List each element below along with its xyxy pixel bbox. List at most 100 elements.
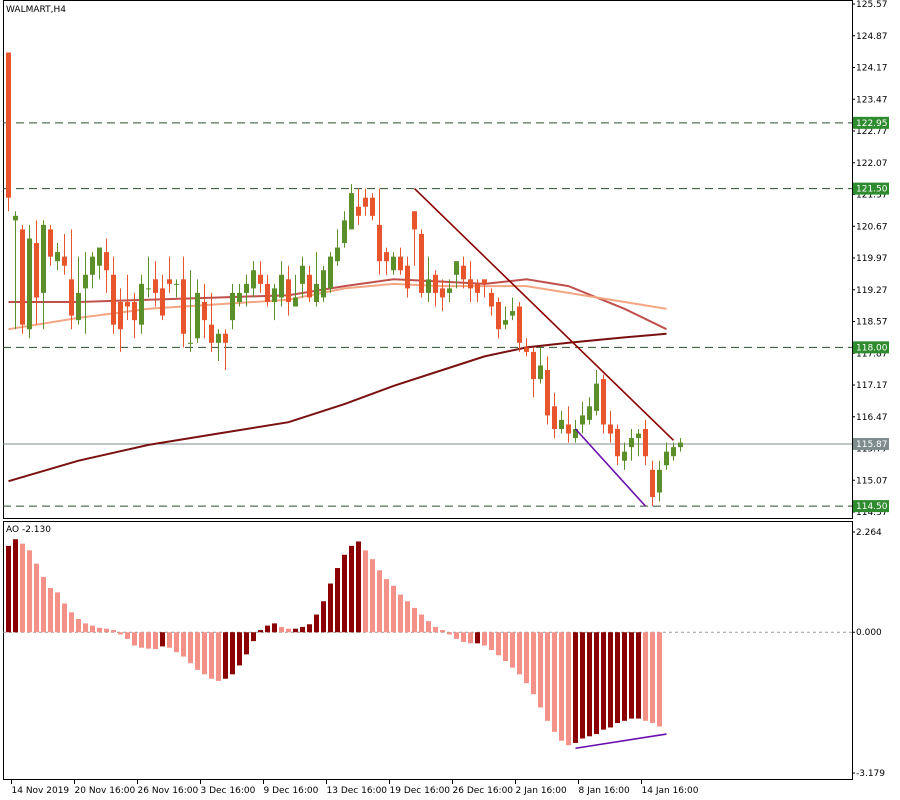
ao-bar <box>160 632 165 647</box>
candle-body <box>650 469 655 498</box>
ao-bar <box>27 550 32 633</box>
candle-body <box>265 283 270 302</box>
ao-histogram <box>3 539 852 746</box>
candle-body <box>314 283 319 302</box>
ao-bar <box>146 632 151 649</box>
candlestick-series <box>6 52 683 507</box>
candle-body <box>405 265 410 289</box>
candle-body <box>69 279 74 316</box>
candle-body <box>62 256 67 266</box>
candle-body <box>188 342 193 344</box>
candle-body <box>377 224 382 262</box>
candle-body <box>391 256 396 271</box>
candle-body <box>272 288 277 302</box>
candle-body <box>370 197 375 216</box>
candle-body <box>671 447 676 457</box>
ao-bar <box>559 632 564 741</box>
candle-body <box>125 301 130 307</box>
ao-bar <box>629 632 634 719</box>
ao-title: AO -2.130 <box>6 525 51 535</box>
candle-body <box>90 256 95 275</box>
candle-body <box>426 279 431 293</box>
ao-annotations <box>575 733 667 750</box>
candle-body <box>55 252 60 262</box>
ao-bar <box>503 632 508 662</box>
price-tick-label: 119.27 <box>856 286 888 296</box>
ao-bar <box>314 614 319 633</box>
candle-body <box>447 288 452 293</box>
ao-bar <box>622 632 627 721</box>
ao-bar <box>188 632 193 664</box>
ao-bar <box>111 630 116 633</box>
candle-body <box>615 428 620 457</box>
ao-bar <box>328 583 333 633</box>
chart-title: WALMART,H4 <box>6 5 66 15</box>
level-tag-label: 115.87 <box>856 440 888 450</box>
candle-body <box>664 451 669 466</box>
price-tick-label: 124.17 <box>856 64 888 74</box>
ma-line <box>8 282 667 331</box>
candle-body <box>321 270 326 298</box>
candle-body <box>594 383 599 411</box>
ao-bar <box>538 632 543 708</box>
candle-body <box>454 261 459 275</box>
indicator-pane-frame <box>3 521 853 780</box>
ao-bar <box>608 632 613 728</box>
ao-bar <box>405 601 410 633</box>
ao-bar <box>356 541 361 633</box>
candle-body <box>174 283 179 285</box>
candle-body <box>195 292 200 339</box>
ao-bar <box>118 632 123 635</box>
ao-bar <box>20 543 25 633</box>
candle-body <box>307 274 312 298</box>
ao-bar <box>426 621 431 633</box>
ao-bar <box>62 603 67 633</box>
ao-bar <box>104 628 109 633</box>
candle-body <box>132 301 137 321</box>
ao-bar <box>398 594 403 633</box>
level-tag-label: 118.00 <box>856 343 888 353</box>
time-tick-label: 8 Jan 16:00 <box>579 786 631 796</box>
candle-body <box>41 224 46 293</box>
candle-body <box>538 365 543 380</box>
candle-body <box>482 279 487 284</box>
candle-body <box>643 428 648 457</box>
ao-bar <box>475 632 480 644</box>
candle-body <box>531 351 536 380</box>
ao-bar <box>531 632 536 695</box>
level-tag <box>853 500 889 513</box>
price-tick-label: 118.57 <box>856 318 888 328</box>
candle-body <box>461 265 466 280</box>
ao-bar <box>202 632 207 675</box>
ao-bar <box>342 554 347 633</box>
ao-trendline <box>575 733 667 750</box>
ao-bar <box>76 618 81 633</box>
candle-body <box>517 306 522 343</box>
ao-bar <box>293 628 298 633</box>
ma-line <box>8 332 667 483</box>
ao-bar <box>433 626 438 633</box>
candle-body <box>216 333 221 343</box>
candle-body <box>97 247 102 266</box>
candle-body <box>300 265 305 284</box>
price-pane-frame <box>3 0 853 519</box>
ao-bar <box>594 632 599 735</box>
candle-body <box>258 274 263 284</box>
price-tick-label: 117.87 <box>856 349 888 359</box>
candle-body <box>489 292 494 307</box>
level-tag <box>853 182 889 195</box>
ao-bar <box>55 592 60 633</box>
time-tick-label: 2 Jan 16:00 <box>516 786 568 796</box>
ao-bar <box>41 576 46 633</box>
time-tick-label: 9 Dec 16:00 <box>264 786 319 796</box>
price-tick-label: 114.37 <box>856 508 888 518</box>
candle-body <box>209 324 214 343</box>
ao-bar <box>195 632 200 670</box>
ao-bar <box>657 632 662 727</box>
ao-bar <box>153 632 158 650</box>
ao-bar <box>265 625 270 633</box>
candle-body <box>398 256 403 271</box>
candle-body <box>363 197 368 207</box>
ao-bar <box>419 614 424 633</box>
